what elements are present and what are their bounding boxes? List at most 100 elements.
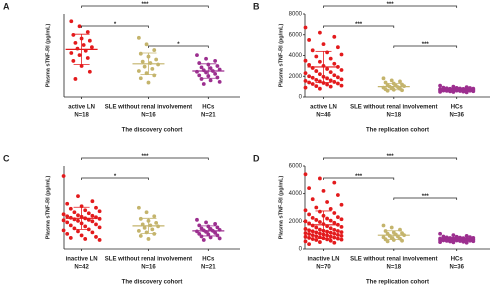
data-point (142, 64, 147, 69)
data-point (307, 38, 311, 42)
y-tick-label: 0 (299, 247, 303, 253)
data-point (451, 233, 456, 238)
data-point (318, 86, 322, 91)
data-point (325, 237, 329, 242)
data-point (75, 46, 80, 51)
significance-label: *** (387, 2, 395, 8)
y-tick-label: 8000 (289, 12, 303, 18)
significance-label: * (114, 174, 117, 180)
data-point (197, 61, 202, 65)
data-point (83, 237, 88, 241)
data-point (154, 57, 159, 62)
group-n-label: N=16 (141, 113, 156, 119)
y-tick-label: 4000 (289, 53, 303, 59)
group-n-label: N=70 (316, 265, 331, 271)
group-n-label: N=36 (449, 113, 464, 119)
data-point (204, 220, 208, 225)
data-point (73, 40, 78, 45)
x-axis-label: The discovery cohort (122, 128, 183, 134)
x-tick-label: inactive LN (66, 257, 98, 263)
y-axis-label: Plasma sTNF-RI (pg/mL) (278, 24, 284, 88)
data-point (195, 53, 199, 58)
data-point (461, 89, 466, 94)
significance-label: * (177, 42, 180, 48)
group-n-label: N=46 (316, 113, 331, 119)
data-point (438, 83, 442, 88)
data-point (339, 233, 344, 238)
data-point (199, 77, 204, 81)
data-point (328, 234, 333, 239)
group-n-label: N=18 (74, 113, 89, 119)
significance-label: *** (387, 154, 395, 160)
data-point (61, 228, 66, 233)
data-point (156, 62, 160, 67)
data-point (339, 83, 344, 88)
data-point (332, 211, 337, 215)
data-point (332, 180, 337, 185)
data-point (307, 232, 311, 236)
data-point (318, 72, 322, 77)
data-point (71, 33, 76, 37)
significance-bracket (81, 157, 209, 160)
data-point (310, 75, 315, 80)
x-tick-label: SLE without renal involvement (105, 105, 192, 111)
data-point (97, 216, 102, 221)
data-point (400, 88, 404, 93)
significance-bracket (393, 197, 458, 200)
data-point (325, 67, 329, 71)
significance-label: *** (355, 174, 363, 180)
data-point (332, 235, 337, 240)
x-tick-label: HCs (451, 257, 464, 263)
significance-bracket (323, 25, 395, 28)
data-point (144, 71, 149, 76)
data-point (213, 72, 218, 76)
data-point (303, 219, 308, 224)
x-tick-label: active LN (68, 105, 95, 111)
data-point (90, 45, 94, 50)
data-point (310, 197, 315, 202)
data-point (154, 220, 159, 225)
y-axis-label: Plasma sTNF-RI (pg/mL) (45, 24, 51, 88)
data-point (318, 227, 322, 232)
y-tick-label: 6000 (289, 164, 303, 170)
data-point (318, 176, 322, 181)
data-point (314, 225, 319, 230)
data-point (307, 74, 311, 79)
group-n-label: N=36 (449, 265, 464, 271)
data-point (150, 227, 155, 232)
data-point (325, 233, 329, 238)
group-n-label: N=42 (74, 265, 89, 271)
data-point (328, 230, 333, 235)
data-point (76, 194, 80, 199)
data-point (152, 73, 157, 78)
data-point (318, 231, 322, 236)
y-tick-label: 4000 (289, 191, 303, 197)
data-point (136, 228, 141, 233)
data-point (336, 232, 340, 237)
data-point (339, 224, 344, 229)
data-point (303, 234, 308, 239)
data-point (307, 62, 311, 67)
panel-label: C (3, 153, 10, 163)
significance-bracket (148, 45, 209, 48)
y-axis-label: Plasma sTNF-RI (pg/mL) (278, 176, 284, 240)
x-axis-label: The replication cohort (366, 280, 429, 286)
data-point (307, 186, 311, 191)
data-point (215, 225, 220, 230)
data-point (307, 236, 311, 240)
data-point (448, 239, 452, 244)
data-point (336, 193, 340, 197)
data-point (146, 80, 151, 85)
data-point (199, 65, 204, 70)
data-point (94, 205, 98, 210)
data-point (398, 79, 402, 84)
data-point (318, 59, 322, 64)
data-point (332, 61, 337, 66)
y-tick-label: 6000 (289, 32, 303, 38)
significance-bracket (393, 45, 458, 48)
data-point (208, 78, 213, 83)
data-point (87, 69, 92, 74)
data-point (314, 234, 319, 239)
group-n-label: N=18 (387, 113, 402, 119)
x-tick-label: active LN (310, 105, 337, 111)
